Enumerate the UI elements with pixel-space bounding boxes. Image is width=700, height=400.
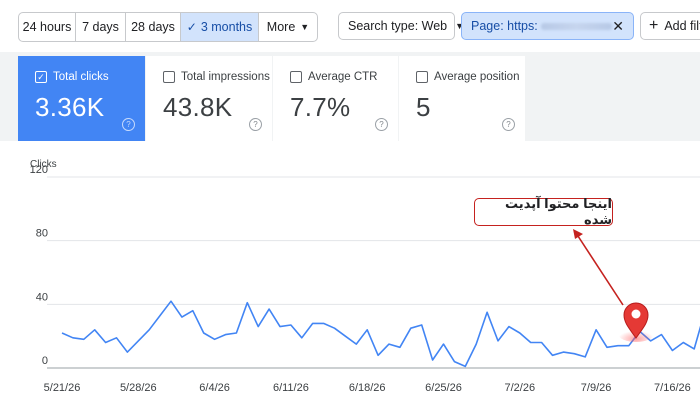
series-line <box>61 300 700 368</box>
metric-value: 7.7% <box>290 92 351 122</box>
metric-label: Total clicks <box>53 71 109 83</box>
help-icon[interactable]: ? <box>375 118 388 131</box>
dropdown-caret-icon: ▼ <box>455 21 465 31</box>
y-axis-title: Clicks <box>30 159 57 170</box>
metric-total-clicks[interactable]: ✓ Total clicks 3.36K ? <box>18 56 145 141</box>
add-filter-button[interactable]: + Add filte <box>640 12 700 40</box>
y-tick-label: 40 <box>36 291 48 303</box>
y-tick-label: 80 <box>36 228 48 240</box>
checkbox-icon[interactable] <box>163 71 175 83</box>
x-tick-label: 5/21/26 <box>44 382 81 394</box>
search-type-filter[interactable]: Search type: Web ▼ <box>338 12 464 40</box>
check-icon: ✓ <box>186 20 197 34</box>
metric-value: 43.8K <box>163 92 233 122</box>
search-type-label: Search type: Web <box>348 19 448 33</box>
checkbox-icon[interactable] <box>290 71 302 83</box>
annotation-arrowhead <box>573 229 583 239</box>
annotation-callout: اینجا محتوا آپدیت شده <box>474 196 613 227</box>
range-3-months[interactable]: ✓ 3 months <box>181 13 259 41</box>
help-icon[interactable]: ? <box>122 118 135 131</box>
x-tick-label: 7/2/26 <box>505 382 536 394</box>
range-label: 24 hours <box>22 20 72 34</box>
checkbox-checked-icon[interactable]: ✓ <box>35 71 47 83</box>
x-tick-label: 6/25/26 <box>425 382 462 394</box>
y-tick-label: 0 <box>42 355 48 367</box>
range-more-button[interactable]: More ▼ <box>259 13 317 41</box>
checkbox-icon[interactable] <box>416 71 428 83</box>
range-24-hours[interactable]: 24 hours <box>19 13 76 41</box>
map-pin-marker-icon <box>615 294 657 344</box>
date-range-selector: 24 hours 7 days 28 days ✓ 3 months More ▼ <box>18 12 318 42</box>
x-tick-label: 6/4/26 <box>199 382 230 394</box>
metric-average-ctr[interactable]: Average CTR 7.7% ? <box>273 56 398 141</box>
x-tick-label: 5/28/26 <box>120 382 157 394</box>
redacted-url <box>540 22 613 30</box>
range-28-days[interactable]: 28 days <box>126 13 181 41</box>
range-label: 7 days <box>82 20 119 34</box>
help-icon[interactable]: ? <box>249 118 262 131</box>
metric-value: 3.36K <box>35 92 105 122</box>
x-tick-label: 6/18/26 <box>349 382 386 394</box>
clicks-line-chart: Clicks 120 80 40 0 5/21/26 5/28/26 6/4/26 6/11… <box>30 159 700 394</box>
metric-label: Average CTR <box>308 71 378 83</box>
performance-chart: Clicks 120 80 40 0 5/21/26 5/28/26 6/4/26 6/11… <box>0 141 700 400</box>
metric-total-impressions[interactable]: Total impressions 43.8K ? <box>146 56 272 141</box>
range-label: More <box>266 20 296 34</box>
toolbar: 24 hours 7 days 28 days ✓ 3 months More ▼ … <box>0 0 700 52</box>
help-icon[interactable]: ? <box>502 118 515 131</box>
x-tick-label: 7/16/26 <box>654 382 691 394</box>
metric-label: Total impressions <box>181 71 270 83</box>
x-tick-label: 6/11/26 <box>273 382 309 394</box>
plus-icon: + <box>649 17 659 34</box>
annotation-arrow <box>575 232 624 306</box>
x-tick-label: 7/9/26 <box>581 382 612 394</box>
page-filter-label: Page: https: <box>471 19 538 33</box>
range-7-days[interactable]: 7 days <box>76 13 126 41</box>
page-filter-chip[interactable]: Page: https: ✕ <box>461 12 634 40</box>
metric-label: Average position <box>434 71 520 83</box>
range-label: 3 months <box>200 20 253 34</box>
metric-average-position[interactable]: Average position 5 ? <box>399 56 525 141</box>
dropdown-caret-icon: ▼ <box>300 22 310 32</box>
y-tick-label: 120 <box>30 164 48 176</box>
add-filter-label: Add filte <box>664 19 700 33</box>
range-label: 28 days <box>131 20 175 34</box>
metric-value: 5 <box>416 92 431 122</box>
close-icon[interactable]: ✕ <box>612 17 624 34</box>
